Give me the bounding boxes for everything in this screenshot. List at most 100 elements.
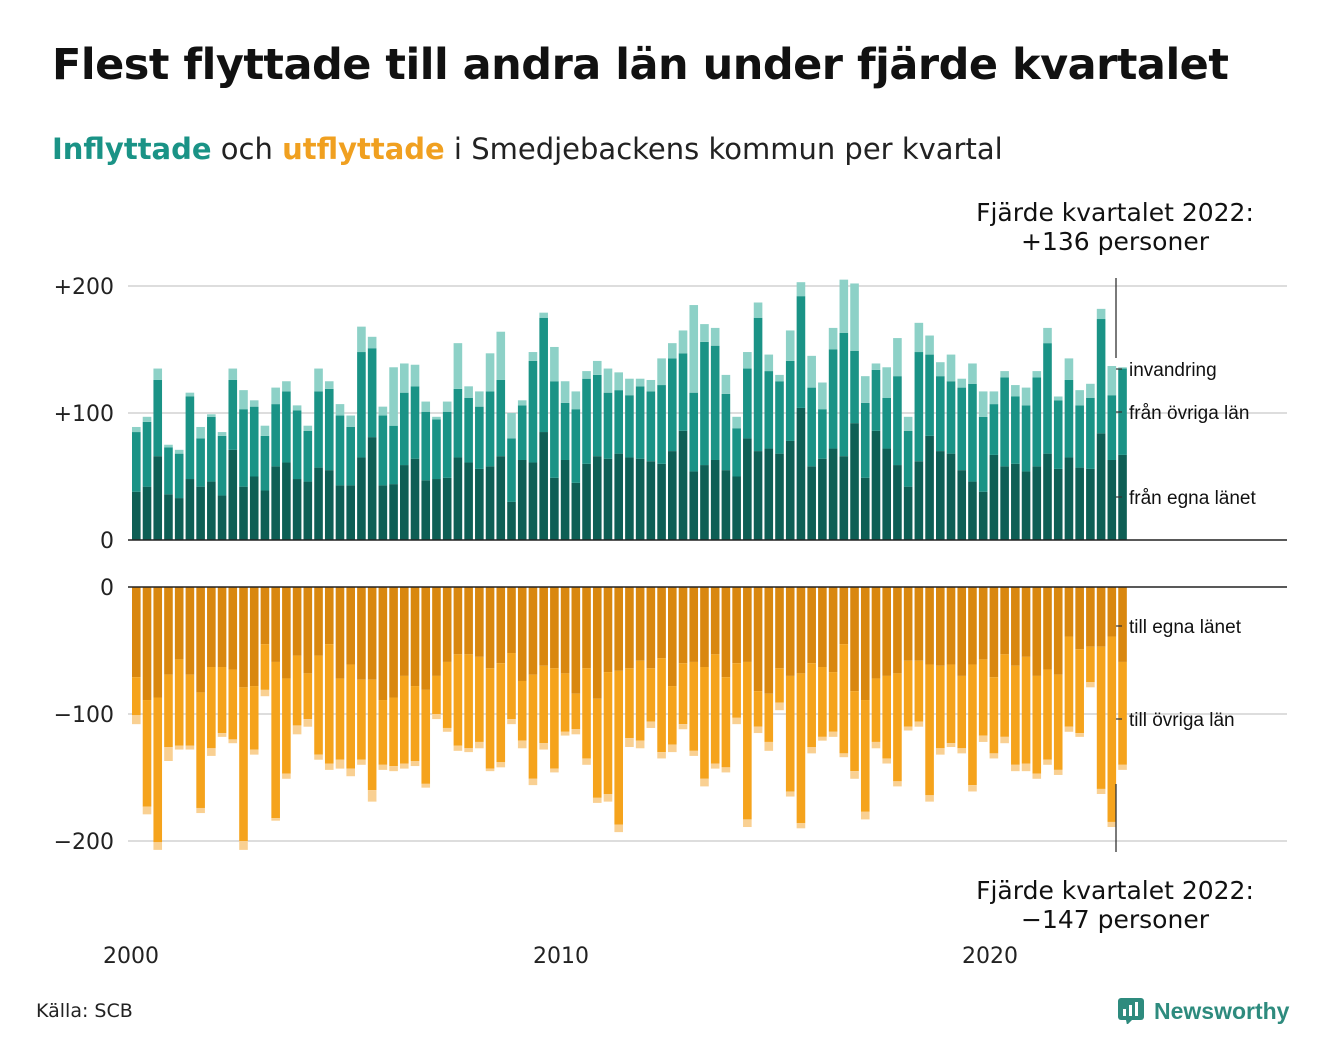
bar-in-från-övriga-län (978, 416, 988, 492)
bar-out-till-egna-länet (860, 587, 870, 701)
newsworthy-logo-icon (1118, 998, 1144, 1024)
bar-out-utvandring (989, 753, 999, 759)
bar-out-till-egna-länet (132, 587, 141, 678)
bar-out-till-egna-länet (571, 587, 581, 694)
bar-out-utvandring (196, 807, 205, 814)
bar-in-från-egna-länet (721, 470, 731, 540)
bar-in-från-egna-länet (1086, 468, 1095, 540)
bar-out-till-övriga-län (335, 678, 345, 760)
bar-in-från-övriga-län (603, 392, 613, 459)
bar-in-från-övriga-län (796, 296, 806, 408)
bar-out-utvandring (496, 762, 506, 768)
bar-in-invandring (528, 352, 538, 361)
bar-in-från-övriga-län (893, 376, 902, 466)
bar-out-till-övriga-län (560, 673, 570, 732)
bar-in-från-övriga-län (614, 390, 623, 454)
bar-in-från-övriga-län (700, 341, 709, 466)
bar-out-till-egna-länet (796, 587, 806, 674)
bar-out-till-övriga-län (389, 697, 398, 767)
bar-in-från-egna-länet (132, 491, 141, 540)
bar-out-till-egna-länet (282, 587, 291, 679)
bar-in-från-övriga-län (335, 415, 345, 486)
bar-in-från-egna-länet (989, 454, 999, 540)
bar-in-från-egna-länet (882, 448, 891, 540)
bar-out-till-övriga-län (775, 668, 784, 703)
bar-out-till-övriga-län (496, 663, 506, 763)
bar-out-till-övriga-län (421, 689, 431, 784)
bar-out-till-övriga-län (903, 660, 913, 727)
y-tick-label: 0 (100, 529, 114, 554)
bar-in-från-övriga-län (839, 332, 849, 457)
bar-out-till-övriga-län (592, 698, 602, 798)
bar-out-till-egna-länet (871, 587, 881, 679)
bar-in-invandring (303, 425, 313, 431)
bar-in-från-övriga-län (132, 432, 141, 492)
bar-in-från-egna-länet (678, 430, 688, 540)
bar-in-från-övriga-län (860, 402, 870, 478)
bar-in-från-egna-länet (228, 449, 238, 540)
bar-out-till-egna-länet (560, 587, 570, 674)
bar-in-från-egna-länet (710, 459, 720, 540)
bar-out-utvandring (743, 819, 752, 828)
y-tick-label: 0 (100, 576, 114, 601)
bar-out-till-egna-länet (249, 587, 259, 687)
bar-out-till-övriga-län (785, 675, 795, 792)
bar-in-från-övriga-län (807, 387, 816, 467)
bar-in-från-övriga-län (400, 392, 409, 466)
bar-in-från-övriga-län (367, 348, 377, 438)
bar-out-till-egna-länet (1075, 587, 1084, 650)
bar-out-till-egna-länet (400, 587, 409, 676)
bar-in-från-egna-länet (903, 486, 913, 540)
bar-in-från-egna-länet (560, 459, 570, 540)
chart-subtitle: Inflyttade och utflyttade i Smedjebacken… (52, 132, 1003, 166)
bar-out-till-övriga-län (249, 686, 259, 750)
bar-in-från-egna-länet (335, 485, 345, 540)
bar-out-till-övriga-län (346, 664, 355, 769)
bar-out-till-övriga-län (721, 677, 731, 768)
bar-out-utvandring (153, 842, 163, 850)
bar-out-till-övriga-län (228, 669, 238, 740)
bar-out-till-egna-länet (785, 587, 795, 676)
bar-out-utvandring (550, 768, 559, 773)
bar-in-invandring (249, 400, 259, 407)
bar-out-utvandring (571, 729, 581, 735)
bar-in-från-egna-länet (207, 481, 216, 540)
bar-out-till-övriga-län (324, 644, 334, 764)
bar-in-från-egna-länet (185, 479, 195, 540)
x-tick-label: 2020 (962, 944, 1018, 969)
bar-out-utvandring (164, 747, 173, 761)
bar-out-utvandring (710, 763, 720, 769)
bar-in-från-egna-länet (571, 482, 581, 540)
bar-out-till-egna-länet (1053, 587, 1063, 675)
bar-in-från-övriga-län (207, 416, 216, 482)
bar-out-utvandring (668, 744, 677, 753)
bar-in-invandring (292, 405, 302, 411)
bar-out-till-egna-länet (989, 587, 999, 678)
subtitle-inflyttade: Inflyttade (52, 132, 212, 166)
bar-out-till-egna-länet (614, 587, 623, 671)
bar-out-utvandring (539, 743, 548, 750)
bar-in-från-övriga-län (850, 350, 859, 424)
bar-in-från-övriga-län (968, 383, 977, 482)
bar-out-utvandring (228, 739, 238, 744)
bar-out-utvandring (1011, 764, 1020, 772)
subtitle-rest: i Smedjebackens kommun per kvartal (444, 132, 1003, 166)
bar-in-invandring (475, 391, 484, 407)
bar-out-till-egna-länet (367, 587, 377, 680)
bar-in-från-övriga-län (646, 391, 656, 462)
bar-in-invandring (282, 381, 291, 392)
bar-out-till-övriga-län (925, 664, 934, 796)
bar-out-till-övriga-län (442, 661, 452, 728)
bar-in-invandring (432, 416, 441, 420)
bar-out-till-övriga-län (603, 672, 613, 795)
bar-in-invandring (153, 368, 163, 380)
bar-in-invandring (357, 326, 366, 353)
bar-in-invandring (1032, 371, 1042, 378)
bar-in-invandring (571, 391, 581, 410)
bar-in-från-egna-länet (785, 440, 795, 540)
bar-in-från-egna-länet (324, 470, 334, 540)
bar-out-till-egna-länet (550, 587, 559, 669)
bar-in-från-övriga-län (775, 381, 784, 454)
bar-in-invandring (1043, 327, 1052, 344)
bar-out-utvandring (946, 743, 956, 748)
